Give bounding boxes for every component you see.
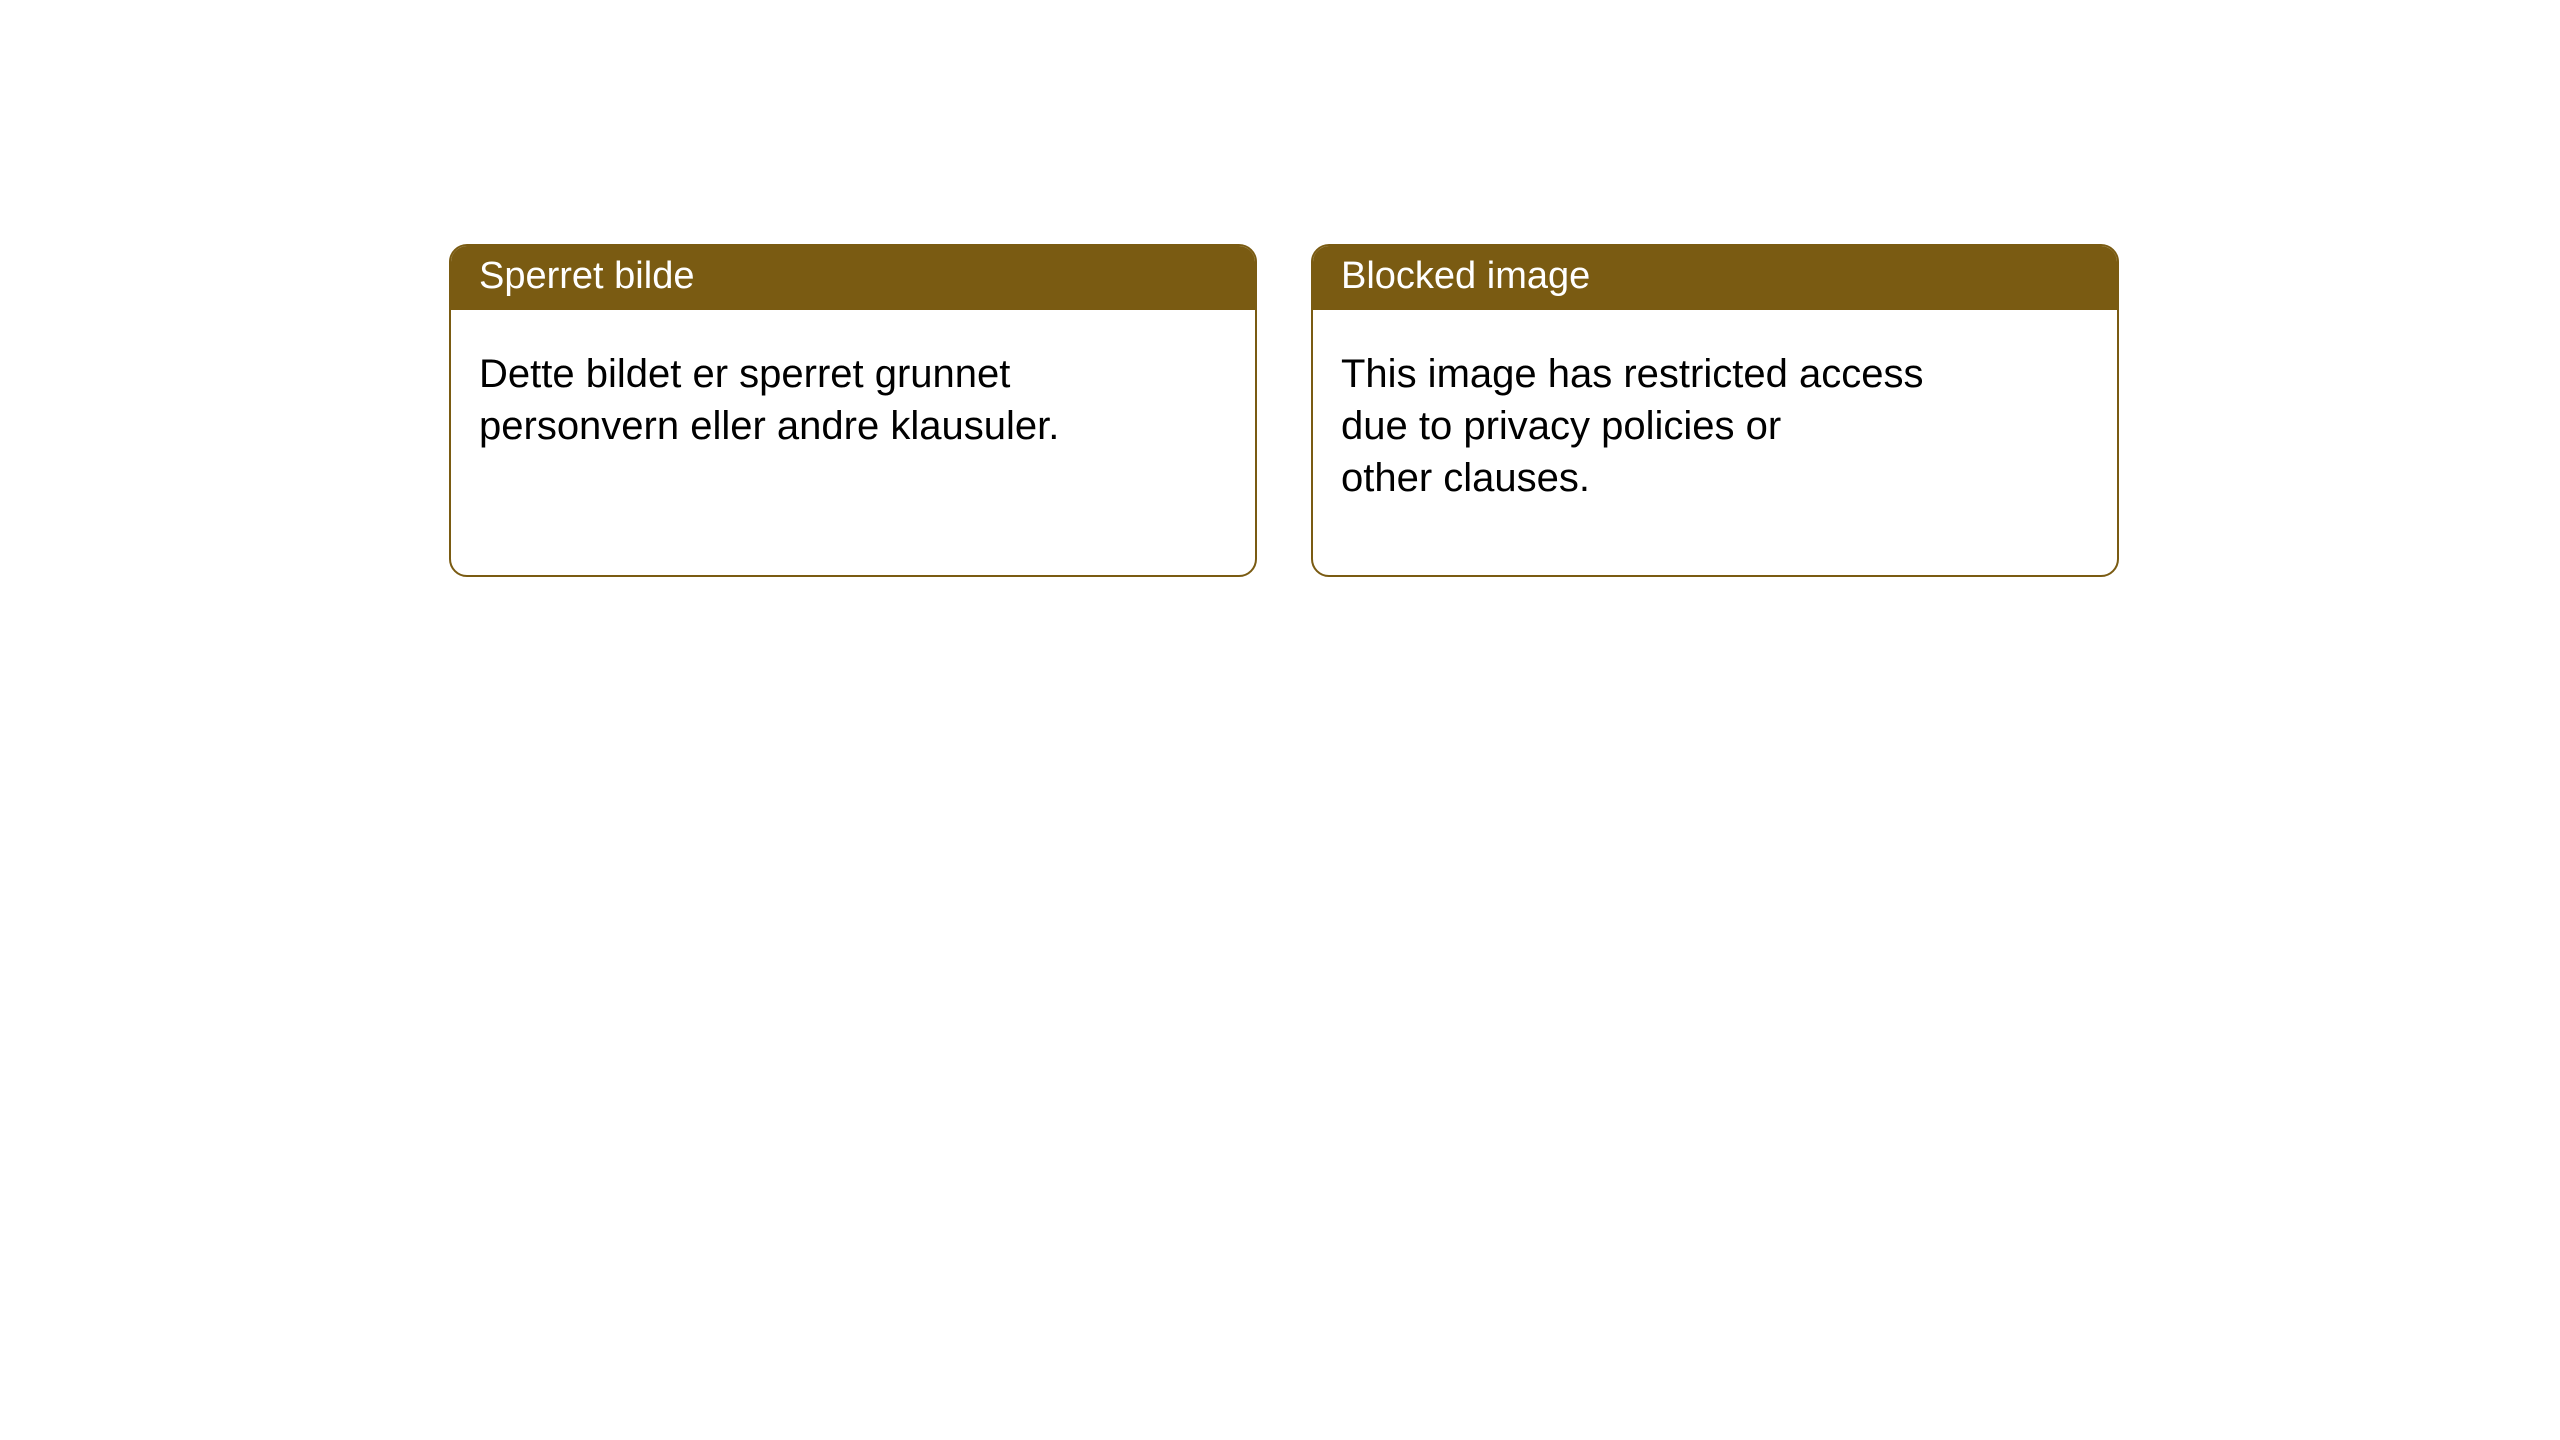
notice-body-english: This image has restricted access due to … bbox=[1313, 310, 2117, 532]
notice-card-norwegian: Sperret bilde Dette bildet er sperret gr… bbox=[449, 244, 1257, 577]
notice-body-norwegian: Dette bildet er sperret grunnet personve… bbox=[451, 310, 1255, 480]
notice-container: Sperret bilde Dette bildet er sperret gr… bbox=[0, 0, 2560, 577]
notice-title-norwegian: Sperret bilde bbox=[451, 246, 1255, 310]
notice-title-english: Blocked image bbox=[1313, 246, 2117, 310]
notice-card-english: Blocked image This image has restricted … bbox=[1311, 244, 2119, 577]
